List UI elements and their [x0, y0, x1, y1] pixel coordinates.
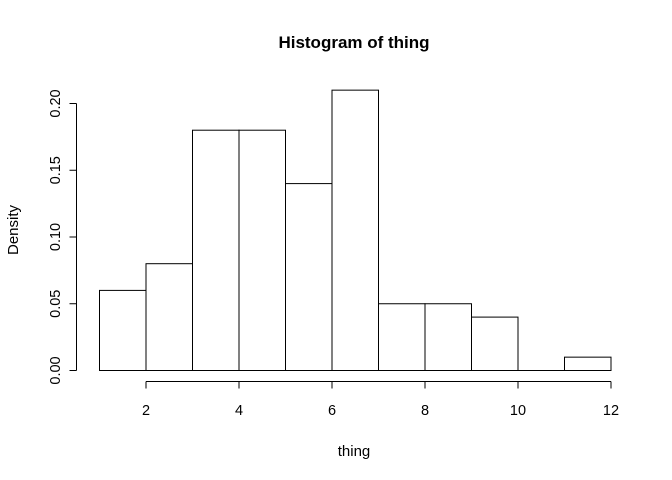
- x-axis: 2 4 6 8 10 12: [142, 381, 619, 419]
- histogram-bar-3: [238, 129, 286, 371]
- y-tick-label-2: 0.10: [48, 223, 64, 251]
- histogram-bar-0: [99, 289, 147, 371]
- histogram-bar-1: [145, 263, 193, 372]
- x-tick-label-1: 4: [235, 403, 243, 419]
- histogram-bar-7: [424, 303, 472, 371]
- bars-group: [99, 89, 612, 372]
- y-axis: 0.00 0.05 0.10 0.15 0.20: [48, 89, 77, 385]
- histogram-bar-5: [331, 89, 379, 372]
- histogram-bar-6: [378, 303, 426, 371]
- x-tick-label-5: 12: [603, 403, 619, 419]
- chart-title: Histogram of thing: [278, 33, 429, 52]
- histogram-bar-10: [564, 356, 612, 371]
- histogram-bar-2: [192, 129, 240, 371]
- x-tick-label-0: 2: [142, 403, 150, 419]
- y-tick-label-3: 0.15: [48, 156, 64, 184]
- x-tick-label-4: 10: [510, 403, 526, 419]
- y-tick-label-1: 0.05: [48, 290, 64, 318]
- histogram-bar-4: [285, 183, 333, 371]
- x-tick-label-3: 8: [421, 403, 429, 419]
- x-axis-label: thing: [338, 443, 371, 460]
- y-axis-label: Density: [5, 204, 22, 255]
- x-tick-label-2: 6: [328, 403, 336, 419]
- histogram-bar-8: [471, 316, 519, 372]
- y-tick-label-0: 0.00: [48, 356, 64, 384]
- y-tick-label-4: 0.20: [48, 89, 64, 117]
